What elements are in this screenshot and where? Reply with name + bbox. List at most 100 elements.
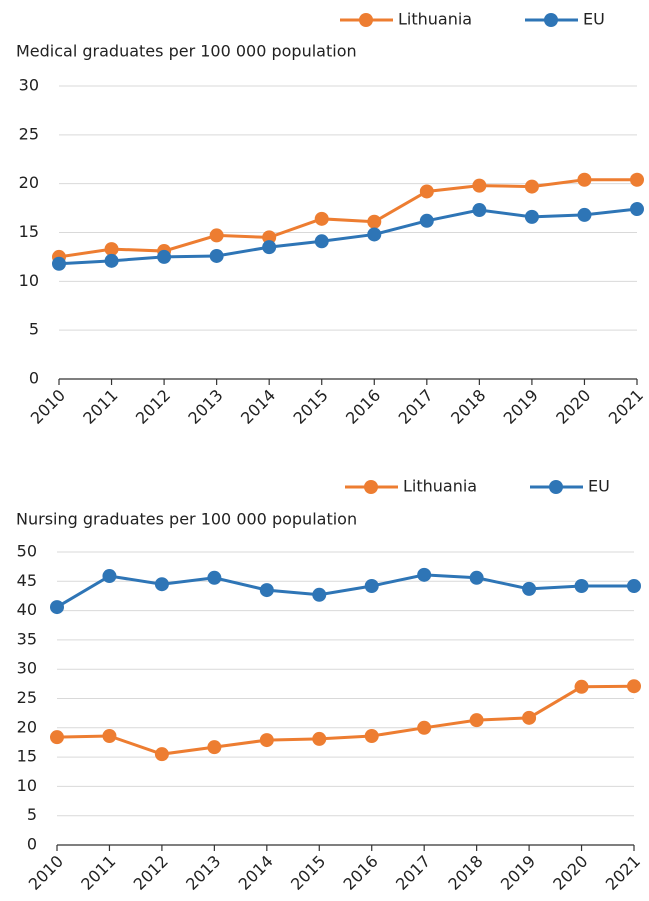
series-line xyxy=(58,207,638,266)
point xyxy=(209,248,224,263)
point xyxy=(574,679,589,694)
point xyxy=(314,211,329,226)
point xyxy=(104,242,119,257)
point xyxy=(627,679,641,694)
chart-title: Medical graduates per 100 000 population xyxy=(16,42,357,61)
point xyxy=(469,570,484,585)
x-tick-label: 2016 xyxy=(342,386,384,428)
point xyxy=(364,578,379,593)
point xyxy=(367,227,382,242)
legend-label: Lithuania xyxy=(403,477,477,496)
legend-label: EU xyxy=(588,477,610,496)
point xyxy=(522,710,537,725)
point xyxy=(262,240,277,255)
series-line xyxy=(56,573,634,609)
y-tick-label: 25 xyxy=(19,124,39,143)
point xyxy=(472,203,487,218)
x-tick-label: 2020 xyxy=(552,386,594,428)
point xyxy=(52,256,66,271)
point xyxy=(364,729,379,744)
point xyxy=(209,228,224,243)
x-tick-label: 2021 xyxy=(605,386,647,428)
x-tick-label: 2015 xyxy=(287,852,329,894)
x-tick-label: 2012 xyxy=(130,852,172,894)
y-tick-label: 15 xyxy=(19,222,39,241)
x-tick-label: 2019 xyxy=(497,852,539,894)
series-line xyxy=(58,178,637,259)
point xyxy=(207,740,222,755)
legend-label: EU xyxy=(583,10,605,29)
point xyxy=(104,253,119,268)
y-tick-label: 50 xyxy=(17,542,37,561)
x-tick-label: 2018 xyxy=(447,386,489,428)
point xyxy=(154,577,169,592)
legend-marker xyxy=(359,13,373,27)
point xyxy=(259,733,274,748)
point xyxy=(524,209,539,224)
y-tick-label: 5 xyxy=(29,320,39,339)
x-tick-label: 2018 xyxy=(444,852,486,894)
x-tick-label: 2011 xyxy=(77,852,119,894)
x-tick-label: 2019 xyxy=(500,386,542,428)
point xyxy=(157,249,172,264)
y-tick-label: 0 xyxy=(27,835,37,854)
x-tick-label: 2010 xyxy=(27,386,69,428)
x-tick-label: 2014 xyxy=(235,852,277,894)
point xyxy=(207,570,222,585)
x-tick-label: 2017 xyxy=(395,386,437,428)
point xyxy=(50,730,64,745)
point xyxy=(419,184,434,199)
x-tick-label: 2017 xyxy=(392,852,434,894)
x-tick-label: 2013 xyxy=(184,386,226,428)
point xyxy=(314,234,329,249)
point xyxy=(419,213,434,228)
y-tick-label: 5 xyxy=(27,805,37,824)
point xyxy=(367,214,382,229)
point xyxy=(259,583,274,598)
point xyxy=(417,720,432,735)
point xyxy=(50,600,64,615)
x-tick-label: 2015 xyxy=(290,386,332,428)
point xyxy=(522,581,537,596)
point xyxy=(102,569,117,584)
y-tick-label: 30 xyxy=(19,76,39,95)
y-tick-label: 10 xyxy=(17,776,37,795)
x-tick-label: 2020 xyxy=(549,852,591,894)
legend-label: Lithuania xyxy=(398,10,472,29)
point xyxy=(577,207,592,222)
point xyxy=(469,713,484,728)
y-tick-label: 20 xyxy=(19,173,39,192)
point xyxy=(102,729,117,744)
point xyxy=(577,172,592,187)
y-tick-label: 30 xyxy=(17,659,37,678)
series-line xyxy=(56,684,635,756)
point xyxy=(524,179,539,194)
y-tick-label: 10 xyxy=(19,271,39,290)
point xyxy=(627,578,641,593)
y-tick-label: 35 xyxy=(17,629,37,648)
x-tick-label: 2016 xyxy=(340,852,382,894)
point xyxy=(630,202,644,217)
y-tick-label: 0 xyxy=(29,369,39,388)
legend-marker xyxy=(364,480,378,494)
x-tick-label: 2012 xyxy=(132,386,174,428)
point xyxy=(154,747,169,762)
point xyxy=(574,578,589,593)
x-tick-label: 2014 xyxy=(237,386,279,428)
x-tick-label: 2011 xyxy=(79,386,121,428)
chart-title: Nursing graduates per 100 000 population xyxy=(16,510,357,529)
y-tick-label: 40 xyxy=(17,600,37,619)
legend-marker xyxy=(544,13,558,27)
x-tick-label: 2013 xyxy=(182,852,224,894)
point xyxy=(417,567,432,582)
point xyxy=(312,731,327,746)
y-tick-label: 15 xyxy=(17,747,37,766)
x-tick-label: 2010 xyxy=(25,852,67,894)
point xyxy=(630,172,644,187)
point xyxy=(262,230,277,245)
y-tick-label: 45 xyxy=(17,571,37,590)
x-tick-label: 2021 xyxy=(602,852,644,894)
legend-marker xyxy=(549,480,563,494)
y-tick-label: 25 xyxy=(17,688,37,707)
